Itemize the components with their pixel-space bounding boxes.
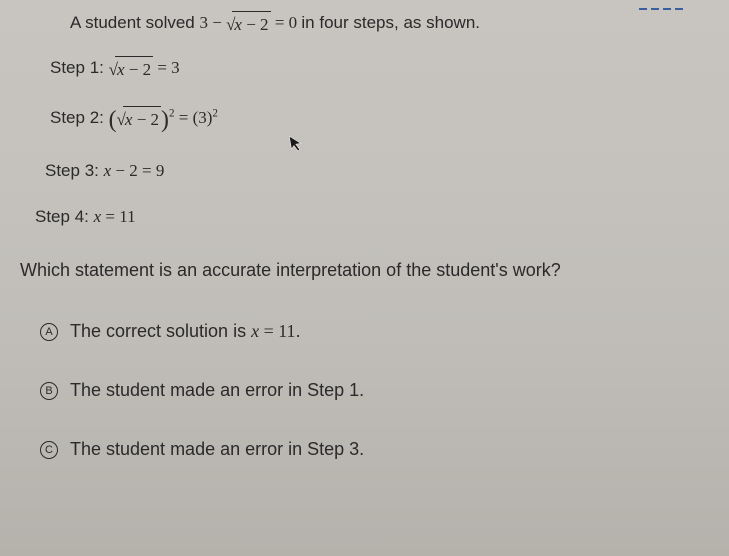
step-label: Step 4: xyxy=(35,207,94,226)
step-label: Step 3: xyxy=(45,161,104,180)
option-letter-b: B xyxy=(40,382,58,400)
option-b[interactable]: B The student made an error in Step 1. xyxy=(20,361,709,420)
option-a[interactable]: A The correct solution is x = 11. xyxy=(20,302,709,361)
intro-pre: A student solved xyxy=(70,13,199,32)
option-letter-a: A xyxy=(40,323,58,341)
option-c-text: The student made an error in Step 3. xyxy=(70,436,364,463)
problem-intro: A student solved 3 − √x − 2 = 0 in four … xyxy=(20,0,709,45)
step-1-eq: √x − 2 = 3 xyxy=(109,58,180,77)
step-3-eq: x − 2 = 9 xyxy=(104,161,165,180)
option-b-text: The student made an error in Step 1. xyxy=(70,377,364,404)
question-text: Which statement is an accurate interpret… xyxy=(20,239,709,302)
step-label: Step 1: xyxy=(50,58,109,77)
option-c[interactable]: C The student made an error in Step 3. xyxy=(20,420,709,479)
step-1: Step 1: √x − 2 = 3 xyxy=(20,45,709,92)
top-dashes xyxy=(639,0,699,3)
step-2: Step 2: (√x − 2)2 = (3)2 xyxy=(20,93,709,149)
intro-equation: 3 − √x − 2 = 0 xyxy=(199,13,301,32)
intro-post: in four steps, as shown. xyxy=(301,13,480,32)
option-letter-c: C xyxy=(40,441,58,459)
step-label: Step 2: xyxy=(50,108,109,127)
step-4-eq: x = 11 xyxy=(94,207,136,226)
option-a-text: The correct solution is x = 11. xyxy=(70,318,301,345)
step-2-eq: (√x − 2)2 = (3)2 xyxy=(109,108,218,127)
step-3: Step 3: x − 2 = 9 xyxy=(20,148,709,194)
step-4: Step 4: x = 11 xyxy=(20,194,709,240)
